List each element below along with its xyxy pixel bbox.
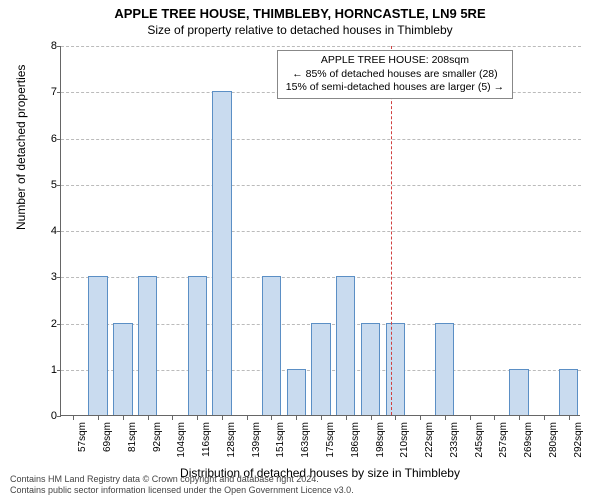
- bar: [509, 369, 528, 415]
- reference-line: [391, 46, 392, 415]
- x-tick-label: 81sqm: [127, 422, 138, 452]
- x-tick-label: 233sqm: [449, 422, 460, 458]
- x-tick-label: 210sqm: [399, 422, 410, 458]
- x-tick-label: 57sqm: [77, 422, 88, 452]
- x-tick-label: 139sqm: [251, 422, 262, 458]
- x-tick-mark: [123, 416, 124, 420]
- chart-subtitle: Size of property relative to detached ho…: [0, 21, 600, 37]
- footer-text: Contains HM Land Registry data © Crown c…: [10, 474, 354, 497]
- x-tick-mark: [420, 416, 421, 420]
- bar: [435, 323, 454, 416]
- x-tick-mark: [98, 416, 99, 420]
- x-tick-label: 198sqm: [375, 422, 386, 458]
- x-tick-label: 222sqm: [424, 422, 435, 458]
- y-tick-label: 3: [39, 271, 57, 283]
- x-tick-mark: [172, 416, 173, 420]
- info-box-line: 15% of semi-detached houses are larger (…: [286, 81, 504, 95]
- x-tick-label: 186sqm: [350, 422, 361, 458]
- x-tick-mark: [148, 416, 149, 420]
- x-tick-label: 92sqm: [152, 422, 163, 452]
- x-tick-label: 292sqm: [573, 422, 584, 458]
- footer-line-1: Contains HM Land Registry data © Crown c…: [10, 474, 354, 485]
- x-tick-label: 128sqm: [226, 422, 237, 458]
- bar: [212, 91, 231, 415]
- y-tick-label: 4: [39, 225, 57, 237]
- y-tick-mark: [57, 277, 61, 278]
- x-tick-mark: [271, 416, 272, 420]
- bar: [386, 323, 405, 416]
- bar: [559, 369, 578, 415]
- x-tick-mark: [222, 416, 223, 420]
- x-tick-mark: [544, 416, 545, 420]
- bar: [262, 276, 281, 415]
- x-tick-mark: [519, 416, 520, 420]
- bar: [287, 369, 306, 415]
- gridline: [61, 231, 581, 232]
- info-box-line: ← 85% of detached houses are smaller (28…: [286, 68, 504, 82]
- x-tick-label: 163sqm: [300, 422, 311, 458]
- chart-container: APPLE TREE HOUSE, THIMBLEBY, HORNCASTLE,…: [0, 0, 600, 500]
- x-tick-mark: [197, 416, 198, 420]
- bar: [113, 323, 132, 416]
- x-tick-mark: [321, 416, 322, 420]
- x-tick-mark: [395, 416, 396, 420]
- y-tick-mark: [57, 139, 61, 140]
- plot-area: 01234567857sqm69sqm81sqm92sqm104sqm116sq…: [60, 46, 580, 416]
- gridline: [61, 139, 581, 140]
- bar: [138, 276, 157, 415]
- x-tick-label: 269sqm: [523, 422, 534, 458]
- x-tick-label: 245sqm: [474, 422, 485, 458]
- x-tick-mark: [569, 416, 570, 420]
- x-tick-mark: [371, 416, 372, 420]
- y-tick-label: 6: [39, 133, 57, 145]
- y-axis-label: Number of detached properties: [14, 65, 28, 230]
- x-tick-mark: [494, 416, 495, 420]
- x-tick-label: 116sqm: [201, 422, 212, 457]
- info-box-line: APPLE TREE HOUSE: 208sqm: [286, 54, 504, 68]
- y-tick-mark: [57, 185, 61, 186]
- x-tick-label: 280sqm: [548, 422, 559, 458]
- y-tick-mark: [57, 324, 61, 325]
- x-tick-mark: [346, 416, 347, 420]
- bar: [336, 276, 355, 415]
- y-tick-label: 1: [39, 364, 57, 376]
- y-tick-label: 7: [39, 86, 57, 98]
- y-tick-mark: [57, 370, 61, 371]
- y-tick-mark: [57, 92, 61, 93]
- x-tick-mark: [73, 416, 74, 420]
- y-tick-label: 8: [39, 40, 57, 52]
- chart-title: APPLE TREE HOUSE, THIMBLEBY, HORNCASTLE,…: [0, 0, 600, 21]
- reference-info-box: APPLE TREE HOUSE: 208sqm← 85% of detache…: [277, 50, 513, 99]
- y-tick-mark: [57, 231, 61, 232]
- x-tick-label: 175sqm: [325, 422, 336, 458]
- y-tick-label: 0: [39, 410, 57, 422]
- footer-line-2: Contains public sector information licen…: [10, 485, 354, 496]
- gridline: [61, 46, 581, 47]
- y-tick-mark: [57, 46, 61, 47]
- x-tick-mark: [296, 416, 297, 420]
- y-tick-label: 2: [39, 318, 57, 330]
- x-tick-mark: [470, 416, 471, 420]
- y-tick-label: 5: [39, 179, 57, 191]
- bar: [361, 323, 380, 416]
- x-tick-mark: [445, 416, 446, 420]
- y-tick-mark: [57, 416, 61, 417]
- bar: [311, 323, 330, 416]
- bar: [188, 276, 207, 415]
- x-tick-label: 151sqm: [275, 422, 286, 458]
- x-tick-mark: [247, 416, 248, 420]
- gridline: [61, 185, 581, 186]
- x-tick-label: 257sqm: [498, 422, 509, 458]
- bar: [88, 276, 107, 415]
- x-tick-label: 104sqm: [176, 422, 187, 458]
- x-tick-label: 69sqm: [102, 422, 113, 452]
